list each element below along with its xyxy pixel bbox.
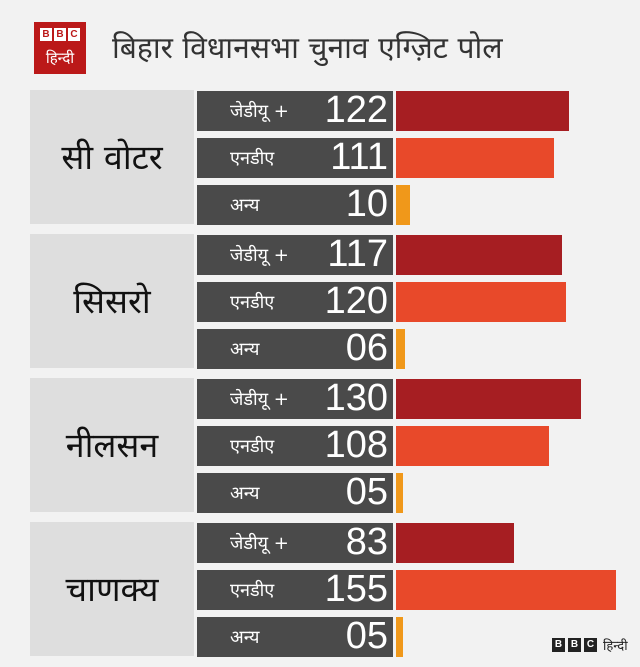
alliance-label: अन्य xyxy=(230,339,260,360)
seat-bar xyxy=(396,185,410,225)
pollster-label: सी वोटर xyxy=(61,138,163,178)
alliance-row-background xyxy=(197,235,393,275)
seat-count-label: 120 xyxy=(324,280,388,322)
seat-bar xyxy=(396,379,581,419)
footer-letter: B xyxy=(568,638,581,652)
alliance-label: जेडीयू + xyxy=(230,245,289,266)
alliance-label: अन्य xyxy=(230,627,260,648)
pollster-label: नीलसन xyxy=(65,426,159,466)
logo-letter: B xyxy=(54,28,66,41)
alliance-row-background xyxy=(197,379,393,419)
alliance-label: एनडीए xyxy=(230,292,275,313)
pollster-group-background xyxy=(30,378,194,512)
chart-title: बिहार विधानसभा चुनाव एग्ज़िट पोल xyxy=(112,31,503,66)
alliance-row-background xyxy=(197,426,393,466)
bbc-hindi-logo: B B C हिन्दी xyxy=(34,22,86,74)
footer-letter: C xyxy=(584,638,597,652)
seat-count-label: 10 xyxy=(345,183,388,225)
logo-letter: B xyxy=(40,28,52,41)
seat-bar xyxy=(396,473,403,513)
alliance-row-background xyxy=(197,329,393,369)
seat-bar xyxy=(396,426,549,466)
logo-hindi-text: हिन्दी xyxy=(45,49,75,67)
seat-bar xyxy=(396,138,554,178)
alliance-row-background xyxy=(197,473,393,513)
seat-bar xyxy=(396,282,566,322)
seat-bar xyxy=(396,570,616,610)
alliance-row-background xyxy=(197,91,393,131)
pollster-label: सिसरो xyxy=(73,282,151,322)
alliance-row-background xyxy=(197,617,393,657)
alliance-label: अन्य xyxy=(230,483,260,504)
alliance-row-background xyxy=(197,138,393,178)
seat-count-label: 05 xyxy=(345,615,388,657)
footer-bbc-logo: B B C हिन्दी xyxy=(552,636,628,654)
footer-hindi-text: हिन्दी xyxy=(603,639,628,654)
seat-count-label: 05 xyxy=(345,471,388,513)
alliance-row-background xyxy=(197,282,393,322)
pollster-group-background xyxy=(30,522,194,656)
seat-count-label: 130 xyxy=(324,377,388,419)
seat-bar xyxy=(396,523,514,563)
alliance-label: एनडीए xyxy=(230,580,275,601)
seat-bar xyxy=(396,235,562,275)
seat-count-label: 122 xyxy=(324,89,388,131)
pollster-group-background xyxy=(30,234,194,368)
alliance-row-background xyxy=(197,523,393,563)
seat-bar xyxy=(396,617,403,657)
seat-count-label: 83 xyxy=(345,521,388,563)
seat-bar xyxy=(396,329,405,369)
alliance-row-background xyxy=(197,185,393,225)
footer-letter: B xyxy=(552,638,565,652)
pollster-label: चाणक्य xyxy=(65,570,159,610)
alliance-label: जेडीयू + xyxy=(230,389,289,410)
logo-letter: C xyxy=(68,28,80,41)
pollster-group-background xyxy=(30,90,194,224)
alliance-label: जेडीयू + xyxy=(230,533,289,554)
seat-count-label: 155 xyxy=(324,568,388,610)
alliance-label: एनडीए xyxy=(230,148,275,169)
alliance-label: अन्य xyxy=(230,195,260,216)
seat-count-label: 117 xyxy=(327,233,388,275)
alliance-row-background xyxy=(197,570,393,610)
seat-count-label: 111 xyxy=(330,136,388,178)
alliance-label: एनडीए xyxy=(230,436,275,457)
seat-count-label: 06 xyxy=(345,327,388,369)
seat-bar xyxy=(396,91,569,131)
alliance-label: जेडीयू + xyxy=(230,101,289,122)
seat-count-label: 108 xyxy=(324,424,388,466)
